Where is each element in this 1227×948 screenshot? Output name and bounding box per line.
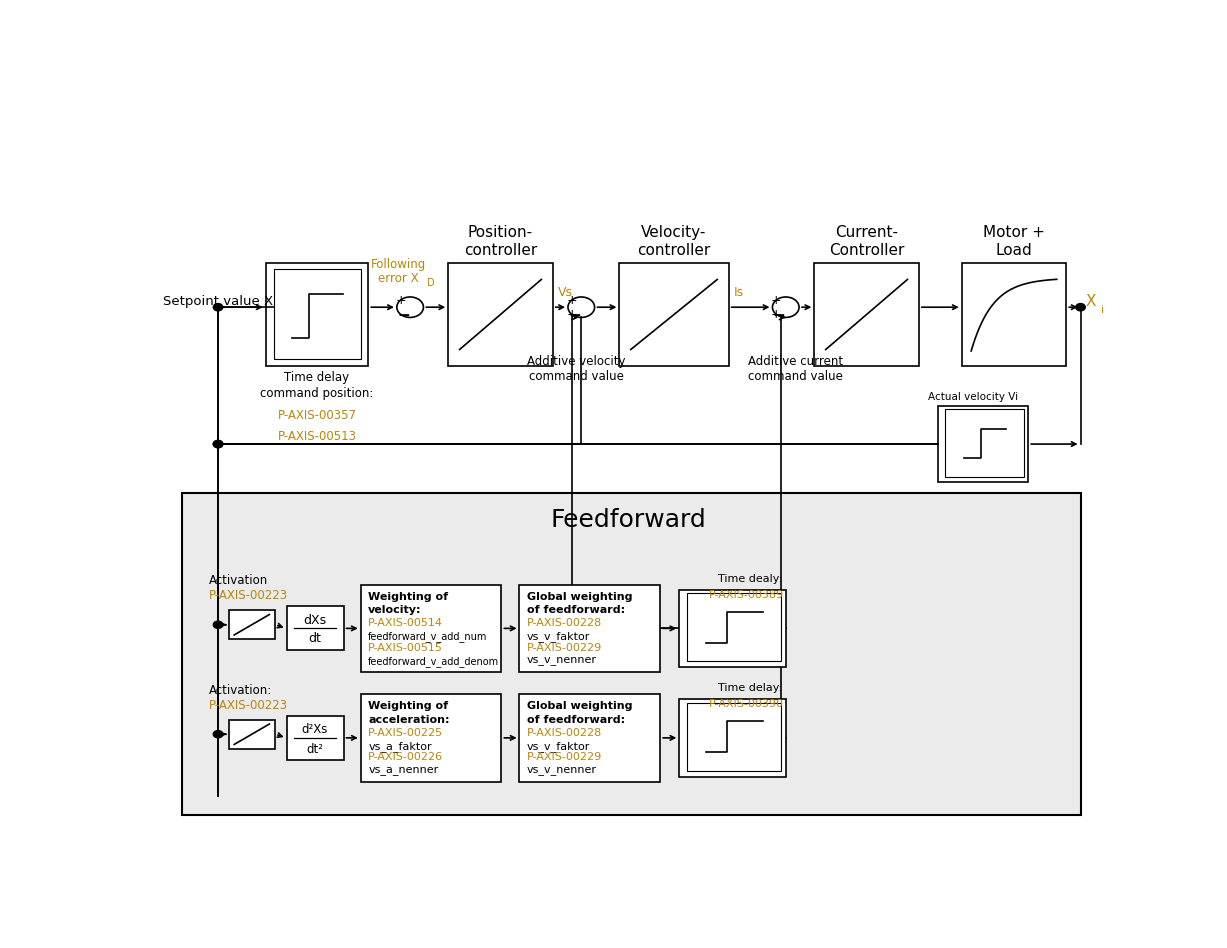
Text: i: i bbox=[1102, 305, 1104, 315]
Text: Global weighting: Global weighting bbox=[528, 702, 633, 711]
Text: P-AXIS-00389: P-AXIS-00389 bbox=[709, 590, 784, 600]
Bar bbox=[286, 607, 344, 650]
Text: +: + bbox=[395, 294, 406, 306]
Circle shape bbox=[213, 441, 223, 447]
Text: Activation: Activation bbox=[209, 574, 267, 588]
Text: command value: command value bbox=[529, 370, 625, 383]
Bar bbox=[945, 409, 1025, 477]
Bar bbox=[620, 264, 729, 366]
Text: P-AXIS-00357: P-AXIS-00357 bbox=[277, 410, 356, 423]
Text: Additive velocity: Additive velocity bbox=[528, 356, 626, 369]
Text: dt: dt bbox=[309, 632, 321, 646]
Text: feedforward_v_add_num: feedforward_v_add_num bbox=[368, 631, 487, 642]
Text: P-AXIS-00228: P-AXIS-00228 bbox=[528, 728, 602, 738]
Text: P-AXIS-00223: P-AXIS-00223 bbox=[209, 699, 287, 712]
Text: +: + bbox=[771, 294, 782, 306]
Bar bbox=[361, 694, 502, 782]
Text: vs_v_faktor: vs_v_faktor bbox=[528, 740, 590, 752]
Bar bbox=[229, 720, 275, 749]
Bar bbox=[937, 406, 1028, 483]
Circle shape bbox=[213, 621, 223, 629]
Text: Activation:: Activation: bbox=[209, 684, 271, 697]
Bar bbox=[274, 268, 362, 359]
Circle shape bbox=[213, 303, 223, 311]
Text: Following: Following bbox=[371, 259, 426, 271]
Text: Is: Is bbox=[734, 286, 744, 300]
Text: of feedforward:: of feedforward: bbox=[528, 715, 626, 724]
Text: P-AXIS-00228: P-AXIS-00228 bbox=[528, 618, 602, 629]
Text: Time delay: Time delay bbox=[285, 372, 350, 385]
Text: Motor +: Motor + bbox=[983, 225, 1045, 240]
Bar bbox=[519, 585, 660, 672]
Text: Current-: Current- bbox=[836, 225, 898, 240]
Bar bbox=[687, 702, 782, 771]
Text: of feedforward:: of feedforward: bbox=[528, 605, 626, 615]
Bar bbox=[229, 611, 275, 639]
Text: P-AXIS-00514: P-AXIS-00514 bbox=[368, 618, 443, 629]
Bar bbox=[286, 716, 344, 759]
Text: acceleration:: acceleration: bbox=[368, 715, 450, 724]
Text: Load: Load bbox=[995, 243, 1032, 258]
Text: P-AXIS-00515: P-AXIS-00515 bbox=[368, 643, 443, 653]
Text: error X: error X bbox=[378, 271, 420, 284]
Text: +: + bbox=[771, 308, 782, 320]
Text: Global weighting: Global weighting bbox=[528, 592, 633, 602]
Text: P-AXIS-00513: P-AXIS-00513 bbox=[277, 429, 356, 443]
Text: Time dealy:: Time dealy: bbox=[718, 574, 783, 584]
Text: P-AXIS-00229: P-AXIS-00229 bbox=[528, 753, 602, 762]
Text: Additive current: Additive current bbox=[747, 356, 843, 369]
Text: P-AXIS-00226: P-AXIS-00226 bbox=[368, 753, 443, 762]
Bar bbox=[687, 593, 782, 662]
Text: Weighting of: Weighting of bbox=[368, 592, 448, 602]
Text: Controller: Controller bbox=[829, 243, 904, 258]
Text: P-AXIS-00390: P-AXIS-00390 bbox=[709, 700, 784, 709]
Text: feedforward_v_add_denom: feedforward_v_add_denom bbox=[368, 656, 499, 667]
Bar bbox=[962, 264, 1066, 366]
Text: −: − bbox=[398, 308, 410, 323]
Text: vs_v_nenner: vs_v_nenner bbox=[528, 766, 598, 775]
Text: −: − bbox=[773, 308, 785, 323]
Text: Actual velocity Vi: Actual velocity Vi bbox=[929, 392, 1018, 402]
Text: Velocity-: Velocity- bbox=[642, 225, 707, 240]
Text: P-AXIS-00229: P-AXIS-00229 bbox=[528, 643, 602, 653]
Bar bbox=[448, 264, 552, 366]
Circle shape bbox=[213, 731, 223, 738]
Text: Position-: Position- bbox=[467, 225, 533, 240]
Text: +: + bbox=[567, 308, 577, 320]
Text: vs_a_nenner: vs_a_nenner bbox=[368, 766, 438, 775]
Bar bbox=[680, 590, 785, 667]
Text: Setpoint value X: Setpoint value X bbox=[163, 295, 274, 308]
Text: controller: controller bbox=[464, 243, 537, 258]
Text: controller: controller bbox=[637, 243, 710, 258]
Text: vs_a_faktor: vs_a_faktor bbox=[368, 740, 432, 752]
Bar bbox=[519, 694, 660, 782]
Bar bbox=[815, 264, 919, 366]
Bar bbox=[680, 700, 785, 776]
Text: P-AXIS-00225: P-AXIS-00225 bbox=[368, 728, 443, 738]
Text: vs_v_faktor: vs_v_faktor bbox=[528, 631, 590, 642]
Text: Vs: Vs bbox=[557, 286, 573, 300]
Bar bbox=[182, 493, 1081, 814]
Circle shape bbox=[213, 441, 223, 447]
Text: d²Xs: d²Xs bbox=[302, 722, 328, 736]
Text: +: + bbox=[567, 294, 577, 306]
Text: dXs: dXs bbox=[303, 614, 326, 627]
Circle shape bbox=[1076, 303, 1085, 311]
Text: Time delay:: Time delay: bbox=[718, 684, 783, 693]
Text: dt²: dt² bbox=[307, 743, 324, 756]
Text: D: D bbox=[427, 278, 434, 288]
Bar bbox=[265, 264, 368, 366]
Bar bbox=[361, 585, 502, 672]
Text: Weighting of: Weighting of bbox=[368, 702, 448, 711]
Text: vs_v_nenner: vs_v_nenner bbox=[528, 656, 598, 666]
Text: command position:: command position: bbox=[260, 388, 374, 400]
Text: velocity:: velocity: bbox=[368, 605, 422, 615]
Text: command value: command value bbox=[747, 370, 843, 383]
Text: −: − bbox=[568, 308, 582, 323]
Text: P-AXIS-00223: P-AXIS-00223 bbox=[209, 589, 287, 602]
Text: S: S bbox=[298, 303, 304, 314]
Text: Feedforward: Feedforward bbox=[551, 508, 707, 533]
Text: X: X bbox=[1085, 294, 1096, 309]
